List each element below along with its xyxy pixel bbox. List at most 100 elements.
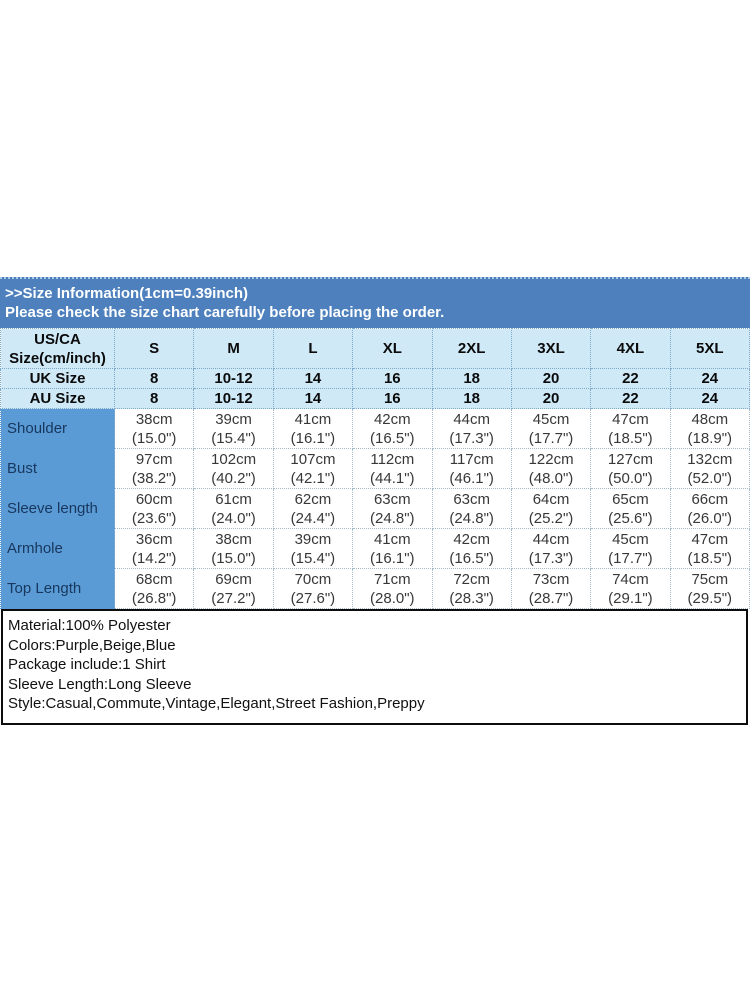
column-header: S (113, 328, 195, 369)
uk-size-value: 20 (510, 368, 592, 389)
cm-value: 38cm (215, 530, 252, 548)
measurement-cell: 61cm (24.0") (193, 488, 274, 529)
inch-value: (52.0") (687, 469, 733, 487)
au-size-value: 20 (510, 388, 592, 409)
inch-value: (25.2") (528, 509, 574, 527)
measurement-cell: 75cm (29.5") (669, 568, 750, 609)
inch-value: (44.1") (370, 469, 415, 487)
cm-value: 102cm (211, 450, 257, 468)
cm-value: 117cm (449, 450, 494, 468)
measurement-cell: 68cm (26.8") (113, 568, 195, 609)
cm-value: 44cm (532, 530, 570, 548)
inch-value: (29.5") (687, 589, 733, 607)
cm-value: 66cm (691, 490, 729, 508)
inch-value: (17.3") (528, 549, 574, 567)
row-label: Shoulder (0, 408, 115, 449)
measurement-cell: 45cm (17.7") (590, 528, 671, 569)
au-size-value: 14 (272, 388, 354, 409)
measurement-cell: 36cm (14.2") (113, 528, 195, 569)
inch-value: (16.1") (370, 549, 415, 567)
cm-value: 47cm (691, 530, 729, 548)
size-info-sheet: >>Size Information(1cm=0.39inch) Please … (0, 277, 750, 725)
uk-size-label: UK Size (0, 368, 115, 389)
uk-size-value: 18 (431, 368, 512, 389)
uk-size-value: 8 (113, 368, 195, 389)
uk-size-value: 24 (669, 368, 750, 389)
measurement-row: Top Length 68cm (26.8") 69cm (27.2") 70cm (27.… (0, 568, 750, 609)
inch-value: (46.1") (449, 469, 494, 487)
inch-value: (16.1") (290, 429, 336, 447)
detail-style: Style:Casual,Commute,Vintage,Elegant,Str… (8, 695, 425, 712)
cm-value: 122cm (528, 450, 574, 468)
measurement-cell: 117cm (46.1") (431, 448, 512, 489)
au-size-value: 10-12 (193, 388, 274, 409)
measurement-cell: 66cm (26.0") (669, 488, 750, 529)
inch-value: (15.0") (131, 429, 177, 447)
size-info-banner: >>Size Information(1cm=0.39inch) Please … (0, 277, 750, 328)
inch-value: (25.6") (608, 509, 653, 527)
banner-title: >>Size Information(1cm=0.39inch) (5, 285, 248, 302)
measurements-body: Shoulder 38cm (15.0") 39cm (15.4") 41cm (16.1"… (0, 408, 750, 609)
measurement-cell: 64cm (25.2") (510, 488, 592, 529)
inch-value: (18.9") (687, 429, 733, 447)
measurement-row: Armhole 36cm (14.2") 38cm (15.0") 39cm (15.4")… (0, 528, 750, 569)
cm-value: 71cm (373, 570, 411, 588)
cm-value: 62cm (294, 490, 332, 508)
measurement-cell: 39cm (15.4") (272, 528, 354, 569)
inch-value: (42.1") (290, 469, 336, 487)
cm-value: 75cm (691, 570, 729, 588)
inch-value: (17.7") (608, 549, 653, 567)
inch-value: (17.3") (449, 429, 494, 447)
cm-value: 42cm (373, 410, 411, 428)
measurement-row: Shoulder 38cm (15.0") 39cm (15.4") 41cm (16.1"… (0, 408, 750, 449)
cm-value: 64cm (532, 490, 570, 508)
cm-value: 41cm (373, 530, 411, 548)
inch-value: (26.8") (131, 589, 177, 607)
cm-value: 38cm (135, 410, 173, 428)
inch-value: (17.7") (528, 429, 574, 447)
cm-value: 73cm (532, 570, 570, 588)
detail-colors: Colors:Purple,Beige,Blue (8, 636, 176, 654)
inch-value: (24.0") (211, 509, 256, 527)
inch-value: (18.5") (608, 429, 653, 447)
corner-line1: US/CA (34, 330, 81, 348)
measurement-cell: 107cm (42.1") (272, 448, 354, 489)
measurement-cell: 39cm (15.4") (193, 408, 274, 449)
inch-value: (15.4") (290, 549, 336, 567)
measurement-cell: 45cm (17.7") (510, 408, 592, 449)
cm-value: 48cm (691, 410, 729, 428)
corner-line2: Size(cm/inch) (9, 349, 106, 367)
measurement-cell: 41cm (16.1") (272, 408, 354, 449)
measurement-cell: 70cm (27.6") (272, 568, 354, 609)
detail-package: Package include:1 Shirt (8, 656, 166, 673)
corner-header-cell: US/CA Size(cm/inch) (0, 328, 115, 369)
au-size-value: 22 (590, 388, 671, 409)
cm-value: 39cm (215, 410, 252, 428)
cm-value: 47cm (612, 410, 649, 428)
column-header: 2XL (431, 328, 512, 369)
measurement-cell: 63cm (24.8") (352, 488, 433, 529)
measurement-cell: 74cm (29.1") (590, 568, 671, 609)
cm-value: 132cm (687, 450, 733, 468)
column-header: 3XL (510, 328, 592, 369)
inch-value: (16.5") (370, 429, 415, 447)
uk-size-value: 16 (352, 368, 433, 389)
measurement-cell: 71cm (28.0") (352, 568, 433, 609)
au-size-label: AU Size (0, 388, 115, 409)
detail-sleeve-length: Sleeve Length:Long Sleeve (8, 675, 192, 693)
column-header: XL (352, 328, 433, 369)
inch-value: (29.1") (608, 589, 653, 607)
cm-value: 68cm (135, 570, 173, 588)
inch-value: (15.4") (211, 429, 256, 447)
header-row-uk: UK Size 8 10-12 14 16 18 20 22 24 (0, 368, 750, 389)
measurement-cell: 42cm (16.5") (352, 408, 433, 449)
cm-value: 74cm (612, 570, 649, 588)
column-header: L (272, 328, 354, 369)
cm-value: 70cm (294, 570, 332, 588)
cm-value: 63cm (453, 490, 491, 508)
measurement-row: Sleeve length 60cm (23.6") 61cm (24.0") 62cm(… (0, 488, 750, 529)
cm-value: 97cm (135, 450, 173, 468)
inch-value: (24.4") (290, 509, 336, 527)
measurement-cell: 38cm (15.0") (113, 408, 195, 449)
au-size-value: 18 (431, 388, 512, 409)
